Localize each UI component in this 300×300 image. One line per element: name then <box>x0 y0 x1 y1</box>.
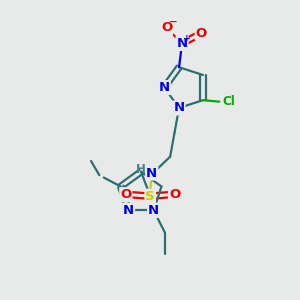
Text: Cl: Cl <box>223 95 235 108</box>
Text: O: O <box>161 22 172 34</box>
Text: N: N <box>123 204 134 217</box>
Text: N: N <box>173 101 184 114</box>
Text: +: + <box>183 34 191 43</box>
Text: S: S <box>146 190 155 203</box>
Text: O: O <box>196 27 207 40</box>
Text: N: N <box>176 37 188 50</box>
Text: −: − <box>169 16 178 26</box>
Text: O: O <box>169 188 180 201</box>
Text: N: N <box>159 81 170 94</box>
Text: N: N <box>146 167 157 179</box>
Text: N: N <box>148 204 159 217</box>
Text: H: H <box>136 163 146 176</box>
Text: O: O <box>120 188 131 201</box>
